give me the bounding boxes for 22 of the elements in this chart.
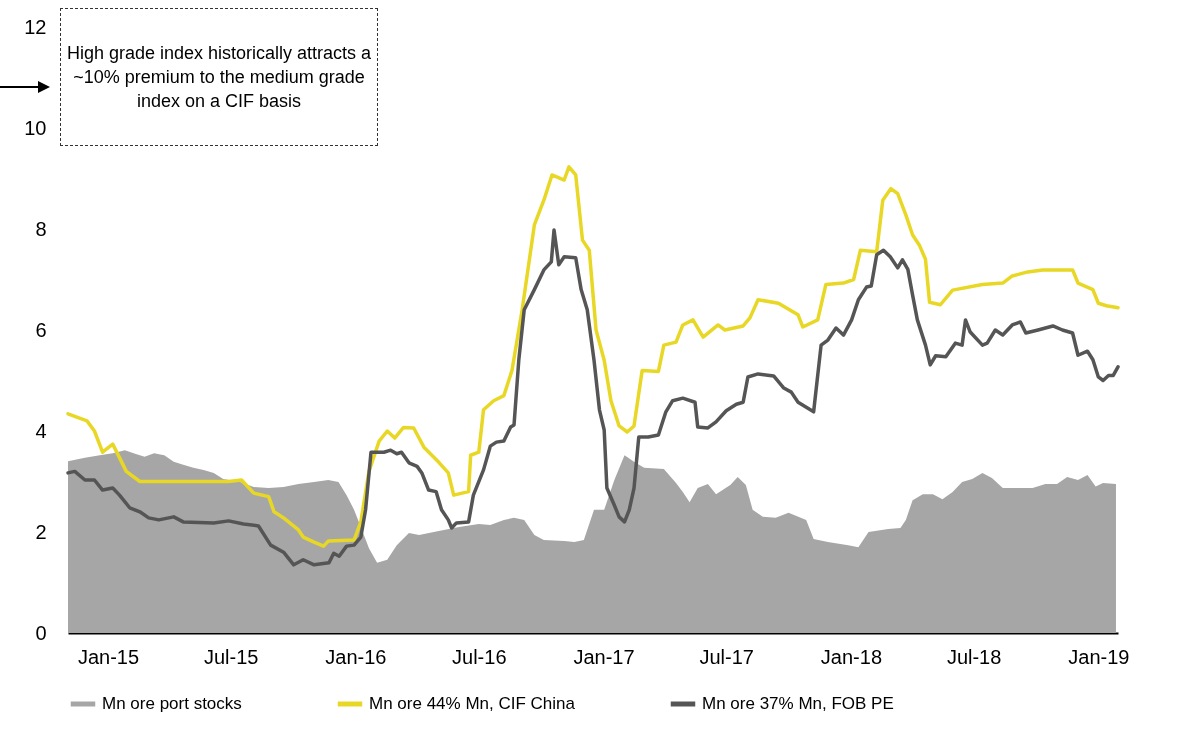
x-tick-label: Jan-15: [77, 645, 140, 668]
x-tick-label: Jan-18: [820, 645, 882, 668]
x-tick-label: Jul-18: [946, 645, 1002, 668]
legend-label: Mn ore 44% Mn, CIF China: [369, 694, 576, 713]
y-tick-label: 4: [35, 419, 47, 442]
x-tick-label: Jul-17: [699, 645, 754, 668]
line-series: [66, 165, 1120, 548]
y-tick-label: 2: [35, 520, 47, 543]
x-tick-label: Jan-17: [573, 645, 635, 668]
x-tick-label: Jul-15: [203, 645, 259, 668]
x-tick-label: Jul-16: [452, 645, 507, 668]
legend-label: Mn ore 37% Mn, FOB PE: [702, 694, 894, 713]
y-tick-label: 12: [24, 15, 47, 38]
legend-label: Mn ore port stocks: [102, 694, 242, 713]
y-tick-label: 6: [35, 318, 47, 341]
x-tick-label: Jan-16: [325, 645, 387, 668]
y-tick-label: 0: [35, 621, 47, 644]
line-series: [66, 228, 1120, 567]
y-tick-label: 8: [35, 217, 47, 240]
y-tick-label: 10: [24, 116, 47, 139]
x-tick-label: Jan-19: [1068, 645, 1130, 668]
annotation: High grade index historically attracts a ~10% premium to the medium grade index on a CIF basis: [60, 8, 378, 146]
